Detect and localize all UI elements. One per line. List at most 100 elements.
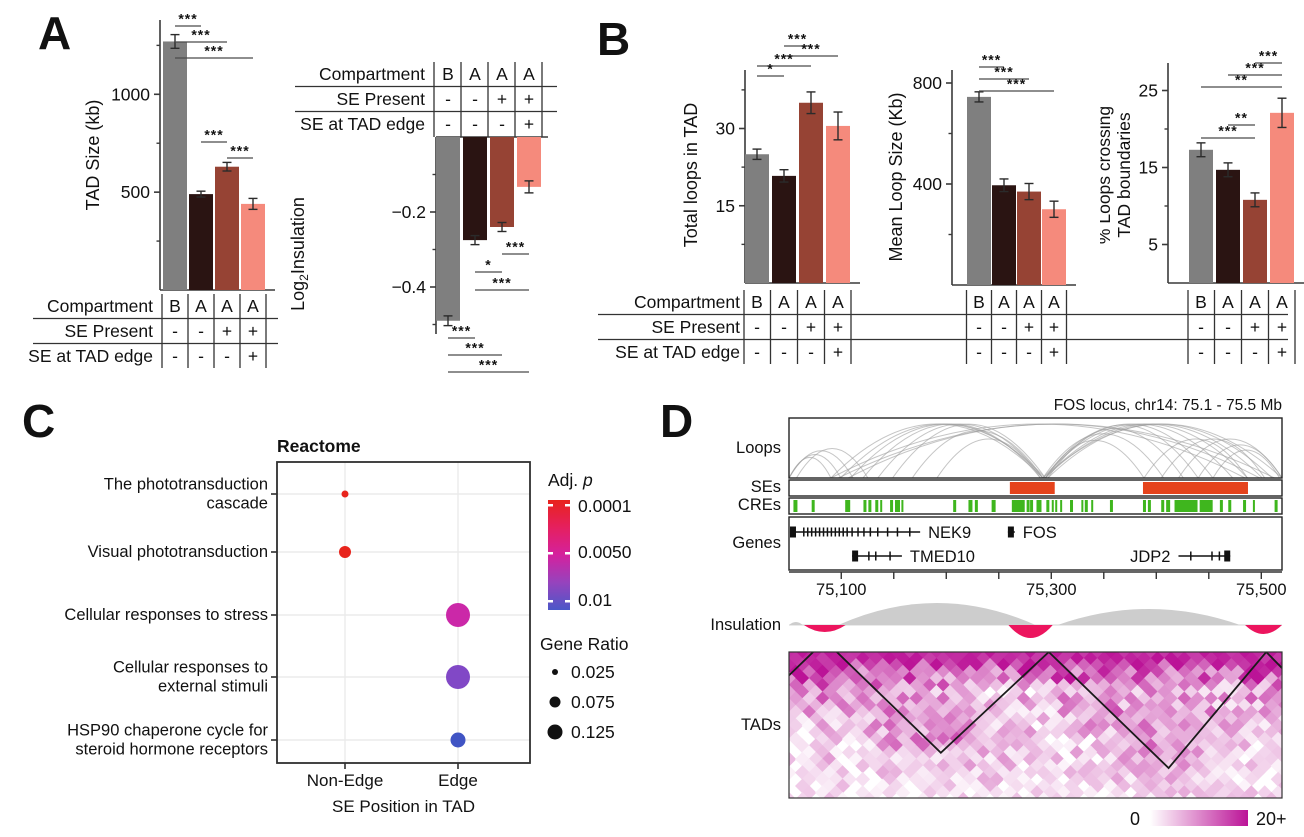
svg-text:+: + (833, 317, 843, 337)
significance-brackets: **************** (448, 239, 529, 373)
dot-points (339, 490, 470, 748)
svg-text:−0.2: −0.2 (391, 202, 426, 222)
svg-text:Visual phototransduction: Visual phototransduction (88, 543, 268, 561)
panel-a-label: A (38, 7, 72, 59)
svg-text:Total loops in TAD: Total loops in TAD (681, 103, 701, 247)
svg-text:+: + (222, 321, 232, 341)
svg-text:-: - (445, 114, 451, 134)
svg-text:-: - (499, 114, 505, 134)
svg-text:-: - (172, 321, 178, 341)
svg-text:A: A (1222, 292, 1234, 312)
bars (745, 91, 850, 283)
svg-text:-: - (445, 89, 451, 109)
svg-text:-: - (976, 342, 982, 362)
svg-text:SE at TAD edge: SE at TAD edge (615, 342, 740, 362)
svg-text:Compartment: Compartment (319, 64, 425, 84)
svg-text:SE Present: SE Present (64, 321, 153, 341)
svg-text:+: + (1049, 317, 1059, 337)
svg-text:+: + (1049, 342, 1059, 362)
svg-text:SE at TAD edge: SE at TAD edge (28, 346, 153, 366)
svg-text:A: A (1023, 292, 1035, 312)
svg-text:-: - (198, 321, 204, 341)
genes-track: NEK9 TMED10 FOS JDP2 (788, 516, 1283, 571)
svg-text:1000: 1000 (111, 84, 150, 104)
svg-text:cascade: cascade (207, 495, 268, 513)
svg-text:SE Present: SE Present (651, 317, 740, 337)
svg-text:B: B (442, 64, 454, 84)
svg-text:***: *** (982, 52, 1001, 68)
svg-text:0.075: 0.075 (571, 692, 615, 712)
svg-text:A: A (1048, 292, 1060, 312)
svg-text:Compartment: Compartment (634, 292, 740, 312)
genome-browser-panel: FOS locus, chr14: 75.1 - 75.5 Mb Loops SEs… (690, 396, 1304, 837)
svg-text:0.0001: 0.0001 (578, 496, 632, 516)
svg-text:500: 500 (121, 182, 150, 202)
svg-text:**: ** (1235, 72, 1248, 88)
panel-c-label: C (22, 395, 56, 447)
svg-text:The phototransduction: The phototransduction (104, 476, 268, 494)
svg-text:***: *** (204, 127, 223, 143)
svg-text:A: A (998, 292, 1010, 312)
svg-text:***: *** (178, 11, 197, 27)
svg-text:-: - (1198, 317, 1204, 337)
svg-text:Genes: Genes (732, 534, 781, 552)
svg-text:FOS locus, chr14: 75.1 - 75.5: FOS locus, chr14: 75.1 - 75.5 Mb (1054, 397, 1282, 414)
svg-text:-: - (1225, 342, 1231, 362)
svg-text:-: - (976, 317, 982, 337)
svg-text:% Loops crossing: % Loops crossing (1100, 106, 1114, 244)
svg-text:TAD Size (kb): TAD Size (kb) (83, 100, 103, 211)
svg-text:0.125: 0.125 (571, 722, 615, 742)
svg-text:+: + (524, 114, 534, 134)
svg-text:***: *** (1259, 48, 1278, 64)
significance-brackets: *************** (175, 11, 253, 159)
svg-text:***: *** (230, 143, 249, 159)
svg-text:-: - (781, 342, 787, 362)
svg-text:A: A (1249, 292, 1261, 312)
chart-reactome-dotplot: Reactome The phototransduction cascade Visu… (18, 396, 682, 837)
coordinate-ruler: 75,100 75,300 75,500 (789, 571, 1287, 599)
svg-text:-: - (1225, 317, 1231, 337)
svg-text:***: *** (452, 323, 471, 339)
svg-text:SEs: SEs (751, 478, 781, 496)
svg-text:-: - (1026, 342, 1032, 362)
svg-text:25: 25 (1139, 81, 1158, 101)
svg-text:-: - (472, 89, 478, 109)
svg-text:+: + (248, 321, 258, 341)
svg-text:***: *** (788, 31, 807, 47)
svg-text:+: + (497, 89, 507, 109)
svg-text:+: + (833, 342, 843, 362)
tad_size-svg: TAD Size (kb) 5001000***************Compa… (28, 11, 278, 368)
panel-d-label: D (660, 395, 694, 447)
svg-text:***: *** (1218, 123, 1237, 139)
svg-text:***: *** (492, 275, 511, 291)
svg-text:TAD boundaries: TAD boundaries (1114, 112, 1134, 237)
svg-text:SE Position in TAD: SE Position in TAD (332, 797, 475, 816)
svg-text:-: - (1198, 342, 1204, 362)
svg-text:Cellular responses to: Cellular responses to (113, 659, 268, 677)
svg-text:B: B (1195, 292, 1207, 312)
svg-text:A: A (195, 296, 207, 316)
cre-track (788, 497, 1283, 515)
svg-text:HSP90 chaperone cycle for: HSP90 chaperone cycle for (67, 722, 268, 740)
svg-text:-: - (1001, 317, 1007, 337)
svg-text:+: + (1024, 317, 1034, 337)
svg-text:A: A (247, 296, 259, 316)
svg-text:SE at TAD edge: SE at TAD edge (300, 114, 425, 134)
svg-text:Gene Ratio: Gene Ratio (540, 634, 629, 654)
svg-text:0: 0 (1130, 809, 1140, 829)
chart-log2-insulation: Log2Insulation −0.2 −0.4 *** * *** *** *** *** Co… (280, 42, 580, 387)
tad-heatmap (789, 652, 1282, 798)
genome-browser-svg: FOS locus, chr14: 75.1 - 75.5 Mb Loops SEs… (710, 397, 1287, 829)
svg-text:***: *** (774, 51, 793, 67)
svg-text:Cellular responses to stress: Cellular responses to stress (64, 606, 268, 624)
svg-text:external stimuli: external stimuli (158, 678, 268, 696)
svg-text:800: 800 (913, 73, 942, 93)
svg-text:*: * (485, 257, 491, 273)
chart-tad-size: TAD Size (kb) 500 1000 *** *** *** *** *** Compa… (25, 8, 293, 385)
svg-text:20+: 20+ (1256, 809, 1287, 829)
